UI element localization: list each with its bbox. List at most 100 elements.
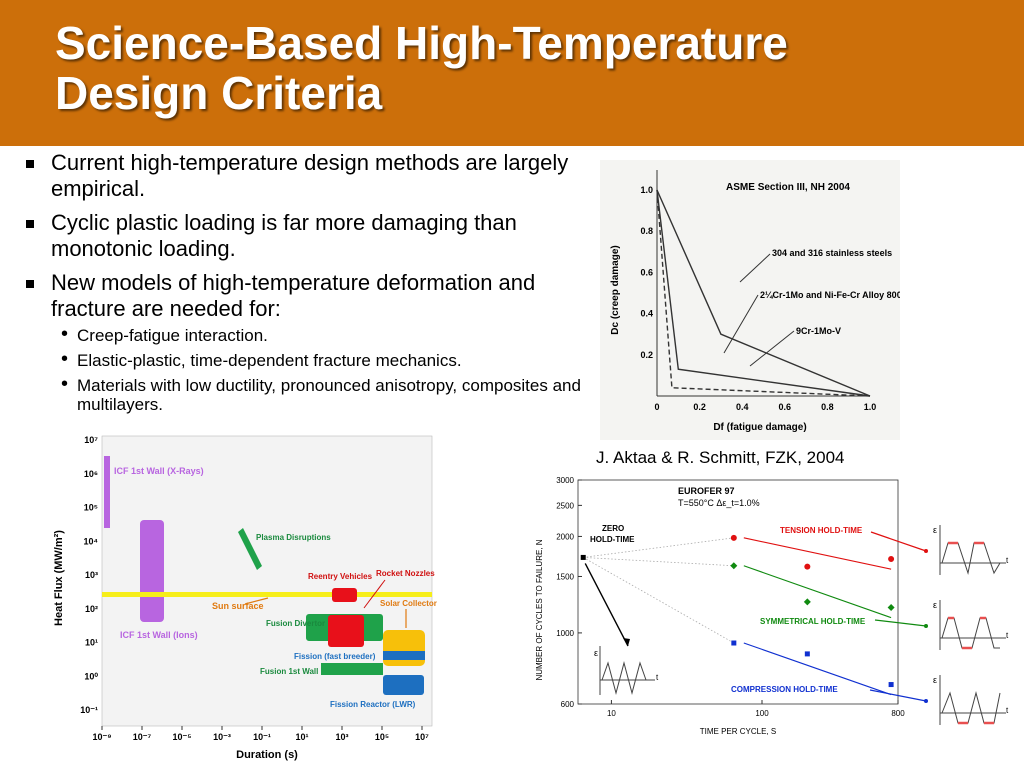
eurofer-y-tick-label: 1000 bbox=[556, 629, 574, 638]
waveform-link-arrowhead bbox=[924, 549, 928, 553]
asme-y-tick-label: 0.2 bbox=[640, 350, 653, 360]
citation: J. Aktaa & R. Schmitt, FZK, 2004 bbox=[596, 448, 845, 467]
heat-xlabel: Duration (s) bbox=[236, 749, 298, 761]
heat-x-tick-label: 10⁻⁹ bbox=[92, 732, 111, 742]
asme-x-tick-label: 1.0 bbox=[864, 402, 877, 412]
eurofer-point bbox=[804, 651, 810, 657]
waveform-time-label: t bbox=[1006, 556, 1009, 565]
heat-y-tick-label: 10⁴ bbox=[84, 536, 98, 546]
heat-y-tick-label: 10⁰ bbox=[84, 671, 98, 681]
heat-y-tick-label: 10² bbox=[85, 604, 98, 614]
zero-hold-waveform-inset bbox=[599, 646, 655, 695]
asme-x-tick-label: 0.6 bbox=[779, 402, 792, 412]
icf-ions-region bbox=[140, 520, 164, 622]
eurofer-title: EUROFER 97 bbox=[678, 486, 735, 496]
waveform-axes bbox=[939, 525, 1006, 575]
title-banner bbox=[0, 0, 1024, 146]
eurofer-x-tick-label: 100 bbox=[755, 709, 769, 718]
asme-legend-label: 2¼Cr-1Mo and Ni-Fe-Cr Alloy 800H bbox=[760, 290, 900, 300]
asme-annotation-arrow bbox=[739, 253, 771, 283]
sun-label: Sun surface bbox=[212, 601, 264, 611]
heat-y-tick-label: 10¹ bbox=[85, 638, 98, 648]
asme-x-tick-label: 0.4 bbox=[736, 402, 749, 412]
asme-xlabel: Df (fatigue damage) bbox=[713, 422, 806, 433]
icf-xray-label: ICF 1st Wall (X-Rays) bbox=[114, 466, 204, 476]
asme-series-line-0 bbox=[656, 189, 871, 397]
heat-x-tick-label: 10³ bbox=[335, 732, 348, 742]
eurofer-point bbox=[804, 563, 811, 570]
sun-pointer-arrow bbox=[244, 597, 269, 605]
breeder-label: Fission (fast breeder) bbox=[294, 652, 376, 661]
bullet-item: Current high-temperature design methods … bbox=[24, 150, 584, 202]
solar-label: Solar Collector bbox=[380, 599, 437, 608]
asme-y-tick-label: 0.8 bbox=[640, 226, 653, 236]
rocket-pointer-arrow bbox=[363, 579, 386, 609]
eurofer-point bbox=[730, 562, 738, 570]
eurofer-point bbox=[888, 682, 894, 688]
zero-hold-label: ZERO bbox=[602, 524, 624, 533]
solar-collector-region bbox=[383, 630, 425, 666]
eurofer-x-tick-label: 800 bbox=[891, 709, 905, 718]
waveform-time-label: t bbox=[1006, 706, 1009, 715]
heat-x-tick-label: 10¹ bbox=[295, 732, 308, 742]
asme-annotation-arrow bbox=[749, 330, 795, 367]
eurofer-y-tick-label: 1500 bbox=[556, 572, 574, 581]
eurofer-trend-line-2 bbox=[743, 642, 892, 696]
heat-y-tick-label: 10³ bbox=[85, 570, 98, 580]
tension-label: TENSION HOLD-TIME bbox=[780, 526, 863, 535]
zero-hold-arrowhead bbox=[623, 638, 630, 646]
bullet-region: Current high-temperature design methods … bbox=[0, 0, 590, 428]
waveform-link-arrow bbox=[874, 619, 927, 627]
eurofer-point bbox=[803, 598, 811, 606]
bullet-item: Cyclic plastic loading is far more damag… bbox=[24, 210, 584, 262]
waveform-link-arrow bbox=[869, 689, 927, 702]
plasma-disruptions-band bbox=[238, 528, 262, 570]
eurofer-cycles-chart: 10 100 800 3000 2500 2000 1500 1000 600 EUROFER … bbox=[530, 470, 1020, 760]
eurofer-guide-line-2 bbox=[583, 557, 735, 644]
reentry-region bbox=[332, 588, 357, 602]
zero-hold-arrow bbox=[584, 563, 629, 647]
sub-bullet-list: Creep-fatigue interaction. Elastic-plast… bbox=[51, 325, 584, 414]
waveform-axes bbox=[939, 600, 1006, 650]
eurofer-xlabel: TIME PER CYCLE, S bbox=[700, 727, 776, 736]
waveform-axes bbox=[939, 675, 1006, 725]
asme-legend-label: 304 and 316 stainless steels bbox=[772, 248, 892, 258]
eurofer-ylabel: NUMBER OF CYCLES TO FAILURE, N bbox=[535, 539, 544, 680]
waveform-epsilon-label: ε bbox=[933, 675, 937, 685]
title-line-1: Science-Based High-Temperature bbox=[55, 17, 788, 69]
eurofer-y-tick-label: 600 bbox=[561, 700, 575, 709]
eurofer-point bbox=[731, 640, 737, 646]
waveform-link-arrowhead bbox=[924, 624, 928, 628]
bullet-list: Current high-temperature design methods … bbox=[24, 150, 584, 422]
fission-lwr-region bbox=[383, 675, 424, 695]
symmetrical-label: SYMMETRICAL HOLD-TIME bbox=[760, 617, 866, 626]
eurofer-guide-line-0 bbox=[583, 537, 734, 558]
inset-epsilon-label: ε bbox=[594, 648, 598, 658]
heat-x-tick-label: 10⁻¹ bbox=[253, 732, 271, 742]
asme-creep-fatigue-chart: 0 0.2 0.4 0.6 0.8 1.0 0.2 0.4 0.6 0.8 1.0 ASME Sec… bbox=[600, 160, 900, 440]
asme-series-line-1 bbox=[656, 189, 871, 397]
sun-surface-band bbox=[102, 592, 432, 597]
zero-hold-label: HOLD-TIME bbox=[590, 535, 635, 544]
eurofer-subtitle: T=550°C Δε_t=1.0% bbox=[678, 498, 760, 508]
heat-x-tick-label: 10⁻⁵ bbox=[173, 732, 192, 742]
asme-series-line-2 bbox=[656, 189, 871, 397]
eurofer-y-tick-label: 2000 bbox=[556, 532, 574, 541]
asme-y-tick-label: 1.0 bbox=[640, 185, 653, 195]
waveform-epsilon-label: ε bbox=[933, 525, 937, 535]
reentry-label: Reentry Vehicles bbox=[308, 572, 373, 581]
asme-ylabel: Dc (creep damage) bbox=[610, 245, 621, 334]
heat-x-tick-label: 10⁷ bbox=[415, 732, 429, 742]
heat-y-tick-label: 10⁻¹ bbox=[80, 705, 98, 715]
bullet-text: New models of high-temperature deformati… bbox=[51, 270, 536, 321]
eurofer-point bbox=[730, 534, 737, 541]
asme-title: ASME Section III, NH 2004 bbox=[726, 182, 850, 193]
divertor-label: Fusion Divertor bbox=[266, 619, 325, 628]
heat-ylabel: Heat Flux (MW/m²) bbox=[53, 530, 65, 626]
asme-y-tick-label: 0.4 bbox=[640, 309, 653, 319]
compression-label: COMPRESSION HOLD-TIME bbox=[731, 685, 838, 694]
asme-x-tick-label: 0.2 bbox=[693, 402, 706, 412]
eurofer-point bbox=[887, 604, 895, 612]
fusion-first-wall-region bbox=[321, 663, 383, 675]
asme-annotation-arrow bbox=[723, 294, 759, 354]
